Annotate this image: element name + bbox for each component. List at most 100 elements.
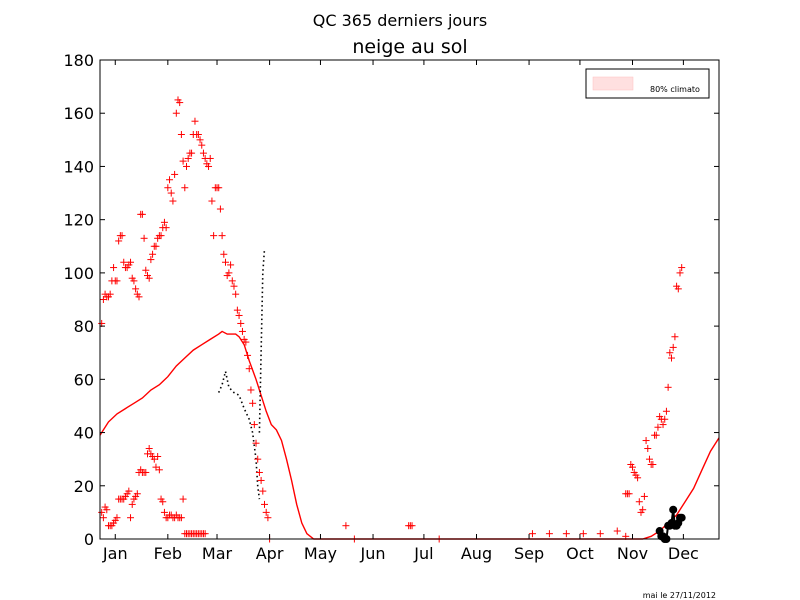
x-tick-label: Jan xyxy=(102,544,128,563)
extreme-marker xyxy=(639,506,647,514)
extreme-marker xyxy=(198,141,206,149)
extreme-marker xyxy=(103,506,111,514)
extreme-marker xyxy=(629,463,637,471)
extreme-marker xyxy=(250,421,258,429)
series-observed-dotted xyxy=(258,248,266,433)
extreme-marker xyxy=(661,415,669,423)
extreme-marker xyxy=(257,476,265,484)
legend: 80% climato xyxy=(585,68,710,99)
observed-point xyxy=(677,513,686,522)
extreme-marker xyxy=(160,508,168,516)
legend-swatch-80pct xyxy=(592,76,634,91)
extreme-marker xyxy=(127,514,135,522)
extreme-marker xyxy=(172,109,180,117)
extreme-marker xyxy=(164,184,172,192)
extreme-marker xyxy=(678,264,686,272)
extreme-marker xyxy=(188,149,196,157)
x-tick-label: Feb xyxy=(154,544,182,563)
extreme-marker xyxy=(562,530,570,538)
y-axis: 0 20 40 60 80 100 120 140 160 180 xyxy=(63,51,719,549)
extreme-marker xyxy=(579,530,587,538)
y-tick-label: 160 xyxy=(63,104,94,123)
extreme-marker xyxy=(635,498,643,506)
extreme-marker xyxy=(98,508,106,516)
y-tick-label: 140 xyxy=(63,157,94,176)
extreme-marker xyxy=(154,453,162,461)
y-tick-label: 60 xyxy=(74,370,94,389)
extreme-marker xyxy=(238,327,246,335)
extreme-marker xyxy=(120,258,128,266)
extreme-marker xyxy=(181,184,189,192)
extreme-marker xyxy=(199,149,207,157)
extreme-marker xyxy=(227,261,235,269)
x-tick-label: Nov xyxy=(617,544,648,563)
y-tick-label: 100 xyxy=(63,264,94,283)
extreme-marker xyxy=(133,490,141,498)
extreme-marker xyxy=(233,306,241,314)
x-tick-label: Oct xyxy=(566,544,594,563)
extreme-marker xyxy=(113,514,121,522)
extreme-marker xyxy=(125,487,133,495)
extreme-marker xyxy=(216,205,224,213)
extreme-marker xyxy=(652,431,660,439)
y-tick-label: 40 xyxy=(74,424,94,443)
y-tick-label: 120 xyxy=(63,211,94,230)
extreme-marker xyxy=(664,383,672,391)
extreme-marker xyxy=(179,495,187,503)
extreme-marker xyxy=(142,468,150,476)
extreme-marker xyxy=(142,266,150,274)
extreme-marker xyxy=(215,184,223,192)
extreme-marker xyxy=(671,333,679,341)
extreme-marker xyxy=(155,466,163,474)
extreme-marker xyxy=(242,338,250,346)
extreme-marker xyxy=(208,197,216,205)
x-tick-label: Aug xyxy=(461,544,492,563)
extreme-marker xyxy=(177,131,185,139)
x-axis: Jan Feb Mar Apr May Jun Jul Aug Sep Oct Nov Dec xyxy=(102,60,699,563)
extreme-marker xyxy=(149,250,157,258)
extreme-marker xyxy=(140,234,148,242)
extreme-marker xyxy=(177,514,185,522)
extreme-marker xyxy=(232,290,240,298)
extreme-marker xyxy=(145,445,153,453)
extreme-marker xyxy=(159,498,167,506)
extreme-marker xyxy=(132,285,140,293)
extreme-marker xyxy=(408,522,416,530)
y-tick-label: 0 xyxy=(84,530,94,549)
extreme-marker xyxy=(169,197,177,205)
extreme-marker xyxy=(206,154,214,162)
extreme-marker xyxy=(106,290,114,298)
extreme-marker xyxy=(644,445,652,453)
extreme-marker xyxy=(138,210,146,218)
extreme-marker xyxy=(225,269,233,277)
extreme-marker xyxy=(245,365,253,373)
x-tick-label: Apr xyxy=(256,544,284,563)
extreme-marker xyxy=(528,530,536,538)
extreme-marker xyxy=(147,256,155,264)
extreme-marker xyxy=(244,351,252,359)
extreme-marker xyxy=(160,218,168,226)
extreme-marker xyxy=(194,131,202,139)
x-tick-label: Jun xyxy=(360,544,386,563)
extreme-marker xyxy=(166,176,174,184)
extreme-marker xyxy=(249,399,257,407)
extreme-marker xyxy=(179,157,187,165)
extreme-marker xyxy=(127,258,135,266)
extreme-marker xyxy=(259,487,267,495)
observed-point xyxy=(669,505,678,514)
extreme-marker xyxy=(261,500,269,508)
extreme-marker xyxy=(645,455,653,463)
extreme-marker xyxy=(649,460,657,468)
extreme-marker xyxy=(128,500,136,508)
extreme-marker xyxy=(130,277,138,285)
extreme-marker xyxy=(118,232,126,240)
figure-suptitle: QC 365 derniers jours xyxy=(313,11,488,30)
y-tick-label: 20 xyxy=(74,477,94,496)
x-tick-label: Sep xyxy=(514,544,544,563)
extreme-marker xyxy=(145,274,153,282)
extreme-marker xyxy=(669,343,677,351)
extreme-marker xyxy=(264,514,272,522)
series-observed-dotted xyxy=(217,371,261,500)
extreme-marker xyxy=(662,407,670,415)
y-tick-label: 180 xyxy=(63,51,94,70)
